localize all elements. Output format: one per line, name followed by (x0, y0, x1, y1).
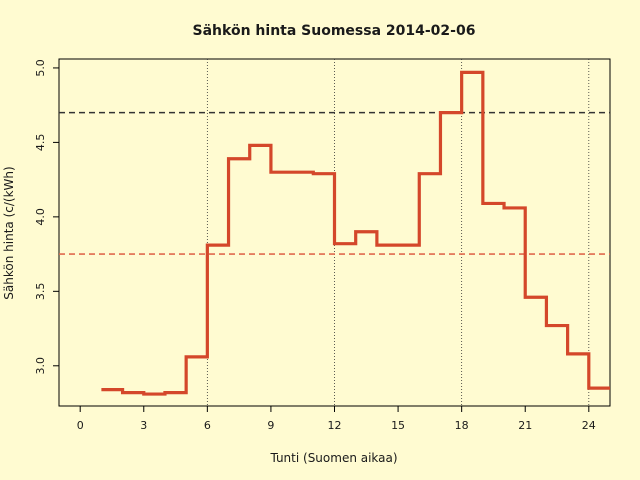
series-line (101, 70, 610, 396)
x-tick-label: 9 (267, 419, 274, 432)
y-axis: 3.0 3.5 4.0 4.5 5.0 (34, 59, 59, 375)
reference-lines (59, 111, 610, 255)
y-tick-label: 4.0 (34, 208, 47, 226)
y-tick-label: 4.5 (34, 134, 47, 152)
x-axis: 0 3 6 9 12 15 18 21 24 (77, 406, 596, 432)
series-layer (101, 70, 610, 396)
x-tick-label: 6 (204, 419, 211, 432)
y-tick-label: 3.5 (34, 283, 47, 301)
x-tick-label: 12 (328, 419, 342, 432)
x-tick-label: 18 (455, 419, 469, 432)
grid-layer (206, 59, 590, 406)
x-axis-title: Tunti (Suomen aikaa) (269, 451, 397, 465)
x-tick-label: 0 (77, 419, 84, 432)
x-tick-label: 15 (391, 419, 405, 432)
x-tick-label: 21 (518, 419, 532, 432)
y-axis-title: Sähkön hinta (c/(kWh) (2, 166, 16, 299)
x-tick-label: 3 (140, 419, 147, 432)
x-tick-label: 24 (582, 419, 596, 432)
y-tick-label: 3.0 (34, 357, 47, 375)
chart-title: Sähkön hinta Suomessa 2014-02-06 (193, 23, 476, 39)
y-tick-label: 5.0 (34, 59, 47, 77)
